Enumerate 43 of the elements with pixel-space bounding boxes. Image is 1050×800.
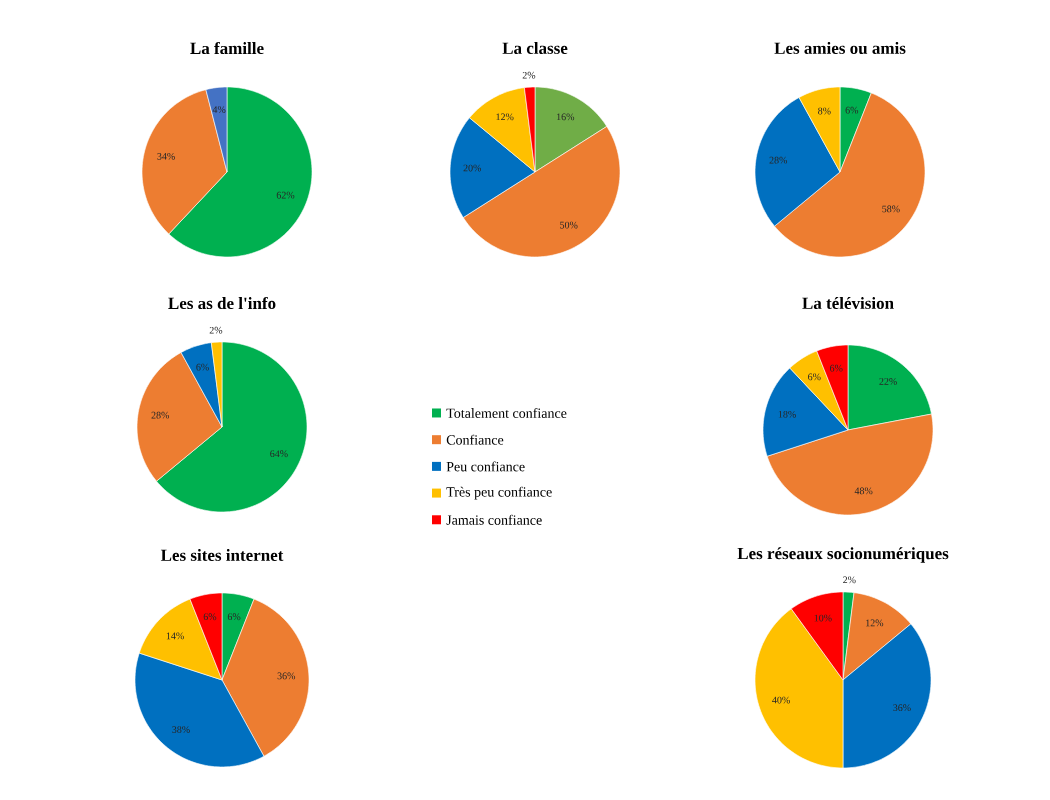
data-label: 40%: [772, 696, 790, 704]
chart-title: Les réseaux socionumériques: [737, 547, 949, 563]
chart-title: Les sites internet: [160, 549, 284, 561]
data-label: 2%: [522, 71, 536, 79]
data-label: 16%: [557, 113, 575, 121]
data-label: 28%: [769, 156, 788, 164]
chart-title: Les amies ou amis: [774, 41, 906, 54]
data-label: 50%: [560, 221, 578, 229]
data-label: 22%: [879, 378, 897, 385]
data-label: 2%: [209, 326, 223, 334]
legend-label: Totalement confiance: [446, 407, 567, 418]
chart-title: La classe: [502, 42, 568, 54]
legend-label: Jamais confiance: [446, 514, 542, 525]
data-label: 8%: [818, 107, 831, 115]
data-label: 2%: [843, 576, 856, 584]
chart-title: La télévision: [802, 296, 894, 309]
chart-title: Les as de l'info: [168, 296, 276, 310]
chart-title: La famille: [190, 41, 264, 55]
data-label: 6%: [227, 613, 241, 621]
data-label: 12%: [866, 619, 884, 627]
legend-label: Très peu confiance: [446, 486, 552, 500]
data-label: 18%: [778, 410, 796, 418]
data-label: 10%: [814, 614, 832, 622]
data-label: 38%: [172, 726, 190, 733]
data-label: 6%: [845, 106, 859, 114]
data-label: 6%: [808, 373, 821, 381]
data-label: 48%: [854, 487, 873, 495]
data-label: 34%: [157, 152, 175, 160]
data-label: 6%: [829, 364, 843, 372]
legend-label: Confiance: [446, 434, 504, 445]
data-label: 4%: [212, 106, 226, 113]
data-label: 58%: [882, 205, 900, 213]
data-label: 20%: [463, 164, 482, 172]
data-label: 36%: [893, 704, 911, 712]
data-label: 6%: [196, 363, 209, 371]
legend-label: Peu confiance: [446, 461, 525, 472]
data-label: 12%: [496, 113, 514, 121]
data-label: 36%: [277, 672, 296, 680]
data-label: 64%: [270, 450, 288, 458]
data-label: 28%: [151, 411, 170, 419]
data-label: 14%: [166, 632, 184, 640]
data-label: 62%: [276, 191, 295, 199]
data-label: 6%: [203, 613, 217, 621]
